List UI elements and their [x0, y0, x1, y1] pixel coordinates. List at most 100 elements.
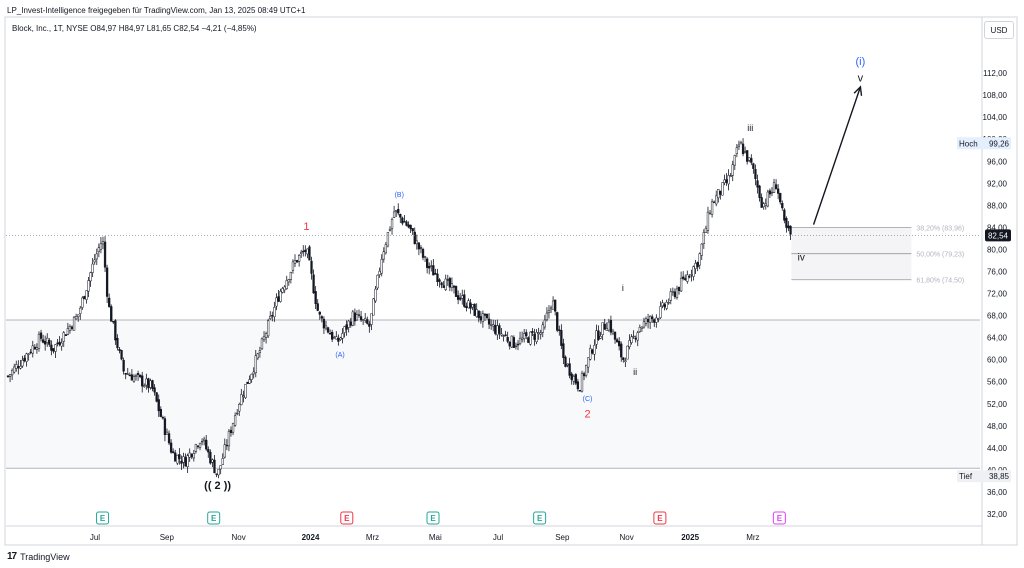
candle-body [663, 304, 666, 308]
y-tick-label: 88,00 [987, 201, 1008, 210]
candle-body [545, 312, 549, 321]
candle-body [514, 345, 518, 348]
candle-body [434, 272, 437, 275]
candle-body [310, 260, 313, 274]
wave-label: (( 2 )) [204, 480, 231, 492]
candle-body [719, 190, 722, 195]
candle-body [368, 323, 371, 327]
tradingview-brand[interactable]: 17 TradingView [7, 551, 70, 562]
candle-body [169, 442, 173, 453]
candle-body [432, 265, 435, 276]
projection-arrow [812, 86, 862, 225]
candle-body [667, 302, 670, 304]
candle-body [126, 373, 129, 375]
candle-body [677, 287, 681, 292]
candle-body [485, 314, 489, 319]
candle-body [138, 374, 142, 378]
candle-body [622, 357, 625, 360]
candle-body [318, 311, 321, 315]
candle-body [570, 373, 573, 380]
candle-body [500, 333, 503, 336]
candle-body [506, 337, 509, 342]
candle-body [89, 272, 92, 282]
candle-body [496, 325, 499, 336]
candle-body [10, 370, 14, 376]
candle-body [721, 182, 724, 196]
candle-body [655, 317, 658, 323]
candle-body [118, 348, 121, 351]
wave-label: ii [633, 367, 637, 377]
candle-body [339, 337, 342, 340]
candle-body [463, 294, 466, 307]
candle-body [324, 325, 328, 329]
candle-body [787, 225, 790, 229]
candle-body [777, 188, 780, 194]
candle-body [456, 295, 460, 300]
candle-body [397, 209, 400, 214]
candle-body [613, 331, 617, 340]
candle-body [46, 337, 49, 343]
candle-body [165, 431, 169, 435]
candle-body [145, 378, 148, 386]
candle-body [130, 374, 134, 381]
candle-body [56, 342, 59, 344]
candle-body [120, 350, 123, 360]
candle-body [211, 459, 214, 463]
candle-body [490, 324, 493, 326]
candle-body [188, 452, 191, 458]
candle-body [504, 334, 507, 337]
candle-body [661, 302, 664, 307]
chart-frame [4, 16, 1018, 546]
candle-body [628, 340, 631, 348]
candle-body [186, 455, 189, 468]
candle-body [525, 332, 528, 337]
fib-label: 61,80% (74,50) [916, 278, 964, 285]
highs-label: Hoch [959, 139, 978, 148]
candle-body [190, 453, 193, 458]
candle-body [764, 203, 767, 206]
y-tick-label: 76,00 [987, 267, 1008, 276]
fib-label: 38,20% (83,96) [916, 226, 964, 233]
candle-body [134, 375, 138, 377]
candle-body [646, 318, 650, 323]
candle-body [229, 429, 233, 433]
candle-body [110, 306, 113, 322]
candle-body [558, 329, 561, 331]
candle-body [696, 262, 699, 268]
highs-badge [957, 137, 1011, 150]
earnings-marker [533, 511, 547, 525]
candle-body [471, 304, 474, 308]
candle-body [275, 297, 278, 307]
candle-body [225, 444, 229, 447]
candle-body [729, 175, 732, 178]
candle-body [83, 296, 86, 300]
candle-body [618, 341, 621, 347]
candle-body [256, 353, 259, 359]
candle-body [103, 241, 107, 268]
candle-body [194, 444, 198, 452]
candle-body [607, 321, 610, 331]
candle-body [349, 321, 352, 326]
candle-body [15, 364, 18, 369]
candle-body [153, 387, 156, 393]
candle-body [735, 147, 739, 154]
candle-body [634, 337, 637, 340]
candle-body [675, 288, 679, 298]
candle-body [320, 316, 323, 319]
candle-body [357, 314, 361, 316]
y-tick-label: 36,00 [987, 488, 1008, 497]
candle-body [483, 313, 487, 316]
wave-label: v [858, 72, 864, 84]
candle-body [364, 318, 367, 321]
candle-body [85, 290, 88, 300]
candle-body [62, 332, 65, 342]
candle-body [8, 374, 12, 377]
candle-body [250, 373, 253, 380]
candle-body [715, 195, 718, 205]
candle-body [33, 346, 36, 350]
candle-body [611, 330, 615, 334]
currency-button[interactable]: USD [984, 21, 1014, 39]
last-price-label: 82,54 [988, 231, 1009, 240]
candle-body [182, 456, 185, 463]
